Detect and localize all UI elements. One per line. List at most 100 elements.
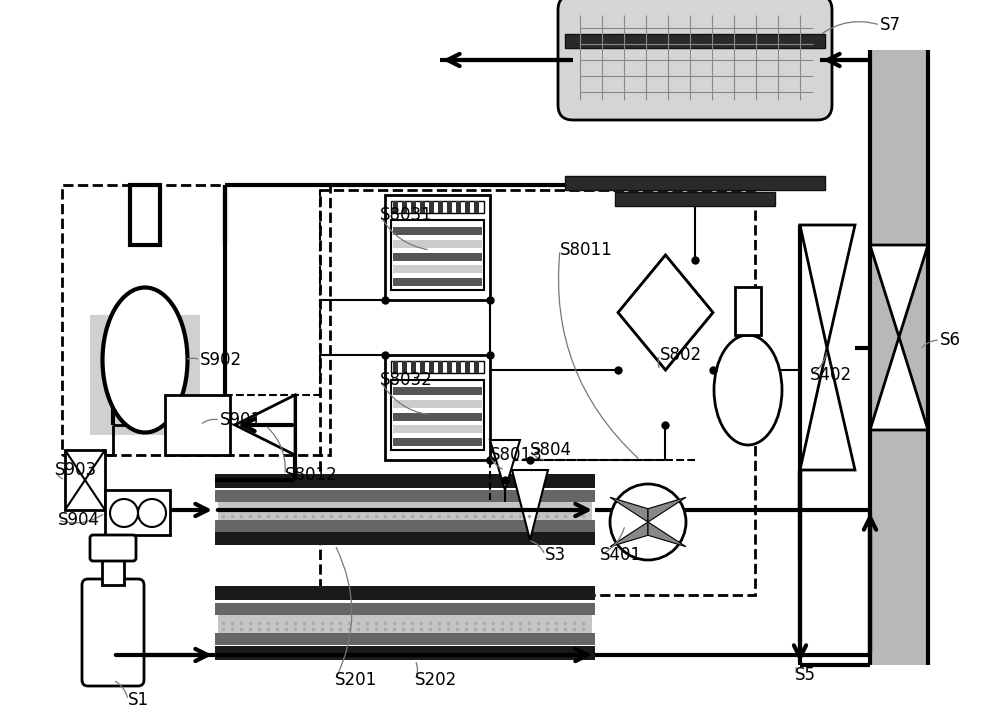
Text: S1: S1: [128, 691, 149, 709]
Text: S802: S802: [660, 346, 702, 364]
Polygon shape: [618, 255, 713, 370]
Bar: [391, 361, 484, 373]
Bar: [215, 520, 595, 532]
Bar: [474, 201, 479, 213]
Bar: [393, 413, 482, 420]
Bar: [215, 531, 595, 545]
Bar: [391, 380, 484, 450]
Polygon shape: [490, 440, 520, 490]
Circle shape: [110, 499, 138, 527]
Bar: [130, 185, 160, 245]
Text: S903: S903: [55, 461, 97, 479]
FancyBboxPatch shape: [90, 535, 136, 561]
Bar: [615, 192, 775, 206]
Bar: [420, 361, 425, 373]
Circle shape: [610, 484, 686, 560]
Bar: [65, 450, 105, 510]
Ellipse shape: [714, 335, 782, 445]
Bar: [393, 387, 482, 395]
Bar: [215, 603, 595, 615]
Bar: [474, 361, 479, 373]
Bar: [429, 201, 434, 213]
Bar: [218, 615, 592, 633]
Bar: [393, 253, 482, 261]
Bar: [429, 361, 434, 373]
Bar: [447, 201, 452, 213]
Polygon shape: [235, 395, 295, 455]
Polygon shape: [648, 522, 686, 546]
Bar: [393, 265, 482, 274]
Bar: [438, 361, 443, 373]
Bar: [165, 395, 230, 455]
Bar: [393, 201, 398, 213]
Bar: [215, 490, 595, 502]
Bar: [565, 34, 825, 48]
Bar: [438, 201, 443, 213]
Bar: [90, 315, 200, 435]
Text: S202: S202: [415, 671, 457, 689]
FancyBboxPatch shape: [82, 579, 144, 686]
Bar: [393, 227, 482, 235]
Bar: [465, 361, 470, 373]
Bar: [393, 400, 482, 408]
Polygon shape: [870, 337, 928, 430]
Polygon shape: [800, 348, 855, 470]
Text: S804: S804: [530, 441, 572, 459]
Polygon shape: [648, 498, 686, 522]
Bar: [411, 361, 416, 373]
Circle shape: [138, 499, 166, 527]
Text: S7: S7: [880, 16, 901, 34]
Text: S402: S402: [810, 366, 852, 384]
Text: S5: S5: [795, 666, 816, 684]
Text: S8031: S8031: [380, 206, 433, 224]
Text: S6: S6: [940, 331, 961, 349]
Bar: [456, 361, 461, 373]
Bar: [465, 201, 470, 213]
Bar: [391, 220, 484, 290]
Bar: [393, 438, 482, 446]
FancyBboxPatch shape: [558, 0, 832, 120]
Text: S401: S401: [600, 546, 642, 564]
Polygon shape: [610, 498, 648, 522]
Text: S901: S901: [220, 411, 262, 429]
Bar: [215, 633, 595, 645]
Text: S902: S902: [200, 351, 242, 369]
Bar: [393, 240, 482, 248]
Bar: [402, 361, 407, 373]
Text: S3: S3: [545, 546, 566, 564]
Bar: [105, 490, 170, 535]
Bar: [62, 185, 330, 455]
Bar: [393, 426, 482, 433]
Bar: [391, 201, 484, 213]
Bar: [870, 50, 928, 665]
Bar: [218, 502, 592, 520]
Bar: [215, 480, 595, 545]
Text: S201: S201: [335, 671, 377, 689]
Bar: [456, 201, 461, 213]
Bar: [385, 195, 490, 300]
Polygon shape: [870, 245, 928, 337]
Bar: [411, 201, 416, 213]
Bar: [320, 190, 755, 595]
Text: S8012: S8012: [285, 466, 338, 484]
Text: S8011: S8011: [560, 241, 613, 259]
Bar: [420, 201, 425, 213]
Bar: [402, 201, 407, 213]
Polygon shape: [800, 225, 855, 348]
Ellipse shape: [103, 287, 188, 433]
Bar: [215, 474, 595, 488]
Bar: [565, 176, 825, 190]
Bar: [385, 355, 490, 460]
Bar: [447, 361, 452, 373]
Bar: [215, 646, 595, 660]
Text: S8032: S8032: [380, 371, 433, 389]
Polygon shape: [610, 522, 648, 546]
Bar: [102, 555, 124, 585]
Bar: [393, 361, 398, 373]
Bar: [735, 287, 761, 335]
Polygon shape: [512, 470, 548, 540]
Text: S904: S904: [58, 511, 100, 529]
Bar: [215, 586, 595, 600]
Text: S8013: S8013: [490, 446, 543, 464]
Bar: [393, 278, 482, 286]
